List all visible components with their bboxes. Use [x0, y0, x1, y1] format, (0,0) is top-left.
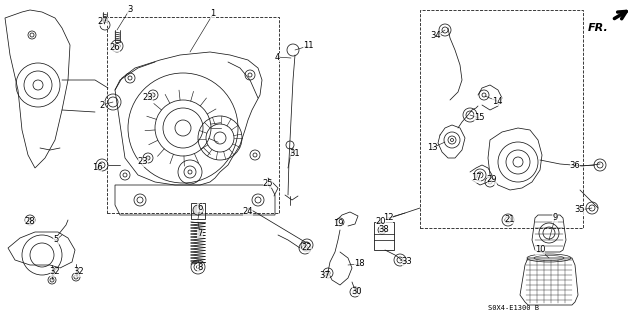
Text: 34: 34: [431, 32, 442, 41]
Text: 11: 11: [303, 41, 313, 50]
Text: 36: 36: [570, 160, 580, 169]
Text: 38: 38: [379, 225, 389, 234]
Text: 30: 30: [352, 286, 362, 295]
Text: 32: 32: [74, 268, 84, 277]
Text: 16: 16: [92, 164, 102, 173]
Text: 35: 35: [575, 205, 586, 214]
Text: 24: 24: [243, 206, 253, 216]
Text: 19: 19: [333, 219, 343, 228]
Text: S0X4-E1300 B: S0X4-E1300 B: [488, 305, 540, 311]
Text: 23: 23: [143, 93, 154, 101]
Text: 20: 20: [376, 217, 387, 226]
Text: FR.: FR.: [588, 23, 609, 33]
Text: 25: 25: [263, 179, 273, 188]
Text: 23: 23: [138, 158, 148, 167]
Text: 3: 3: [127, 4, 132, 13]
Text: 27: 27: [98, 17, 108, 26]
Text: 29: 29: [487, 175, 497, 184]
Bar: [420, 10, 583, 228]
Bar: [107, 17, 279, 213]
Text: 8: 8: [197, 263, 203, 271]
Text: 10: 10: [535, 246, 545, 255]
Text: 22: 22: [301, 243, 312, 253]
Text: 17: 17: [470, 174, 481, 182]
Text: 4: 4: [275, 53, 280, 62]
Text: 18: 18: [354, 259, 364, 269]
Text: 12: 12: [383, 213, 393, 222]
Circle shape: [193, 205, 203, 215]
Text: 5: 5: [53, 235, 59, 244]
Text: 15: 15: [474, 114, 484, 122]
Text: 13: 13: [427, 144, 437, 152]
Text: 37: 37: [319, 271, 330, 280]
Text: 28: 28: [25, 218, 35, 226]
Text: 2: 2: [99, 100, 104, 109]
Text: 9: 9: [552, 213, 557, 222]
Bar: [374, 222, 394, 250]
Text: 6: 6: [197, 203, 203, 211]
Text: 31: 31: [290, 149, 300, 158]
Text: 33: 33: [402, 257, 412, 266]
Text: 7: 7: [197, 228, 203, 238]
Bar: [191, 203, 205, 219]
Text: 32: 32: [50, 268, 60, 277]
Text: 14: 14: [492, 97, 502, 106]
Text: 26: 26: [109, 42, 120, 51]
Text: 21: 21: [505, 214, 515, 224]
Text: 1: 1: [211, 10, 216, 19]
